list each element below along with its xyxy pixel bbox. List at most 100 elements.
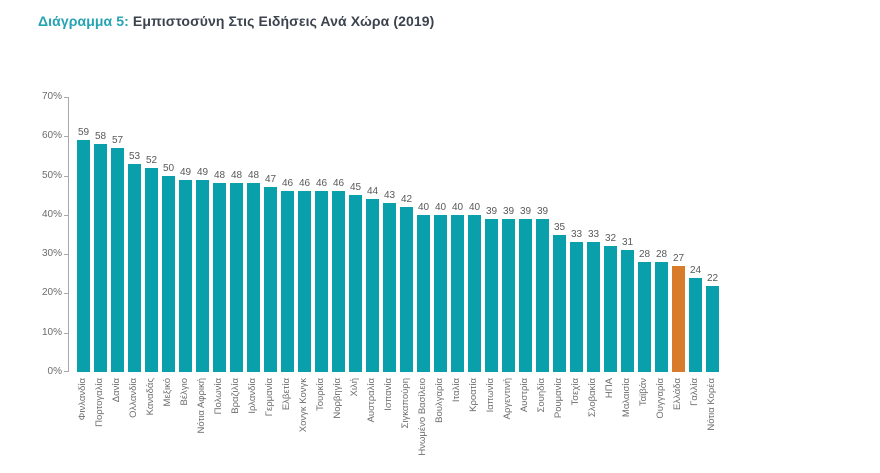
y-axis: 0% 10% 20% 30% 40% 50% 60% 70% — [0, 92, 62, 377]
bar — [213, 183, 226, 372]
x-tick-label: Δανία — [111, 378, 122, 403]
x-tick-label: Ελβετία — [281, 378, 292, 411]
x-label-cell: Νορβηγία — [331, 373, 344, 467]
bar-column: 40 — [434, 202, 447, 372]
x-tick-label: Σιγκαπούρη — [400, 378, 411, 429]
bar-column: 39 — [485, 206, 498, 372]
bar-value-label: 57 — [111, 135, 124, 147]
bar-column: 45 — [349, 182, 362, 372]
bar-value-label: 40 — [417, 201, 430, 213]
bar — [77, 140, 90, 372]
x-label-cell: Φινλανδία — [76, 373, 89, 467]
bar-value-label: 32 — [604, 233, 617, 245]
bar-column: 59 — [77, 127, 90, 372]
bar — [298, 191, 311, 372]
x-label-cell: Τουρκία — [314, 373, 327, 467]
bar — [689, 277, 702, 372]
x-tick-label: Ουγγαρία — [655, 378, 666, 419]
bar — [570, 242, 583, 372]
bar-column: 58 — [94, 131, 107, 372]
x-axis-labels: Φινλανδία Πορτογαλία Δανία Ολλανδία Καναδάς Μ… — [68, 373, 732, 467]
bar-value-label: 39 — [536, 205, 549, 217]
bar-column: 52 — [145, 155, 158, 372]
bar-value-label: 27 — [672, 252, 685, 264]
x-tick-label: Γερμανία — [264, 378, 275, 417]
bar-value-label: 46 — [298, 178, 311, 190]
bar-value-label: 59 — [77, 127, 90, 139]
bar-value-label: 52 — [145, 154, 158, 166]
bar — [247, 183, 260, 372]
y-tick-label: 30% — [41, 248, 62, 260]
x-tick-label: Σουηδία — [536, 378, 547, 413]
bar-value-label: 46 — [332, 178, 345, 190]
y-tick-label: 60% — [41, 130, 62, 142]
x-label-cell: Σιγκαπούρη — [399, 373, 412, 467]
x-label-cell: Πολωνία — [212, 373, 225, 467]
bar-column: 33 — [570, 229, 583, 372]
x-label-cell: Ιαπωνία — [484, 373, 497, 467]
bar-value-label: 48 — [247, 170, 260, 182]
bar-value-label: 28 — [655, 249, 668, 260]
x-label-cell: Σουηδία — [535, 373, 548, 467]
x-label-cell: Ηνωμένο Βασίλειο — [416, 373, 429, 467]
bar-value-label: 44 — [366, 186, 379, 198]
x-tick-label: Ταϊβάν — [638, 378, 649, 407]
bar — [621, 250, 634, 372]
bar — [315, 191, 328, 372]
bar-column: 39 — [519, 206, 532, 372]
x-label-cell: Γαλλία — [688, 373, 701, 467]
bar-value-label: 45 — [349, 182, 362, 194]
bar-column: 46 — [281, 178, 294, 372]
bar-value-label: 33 — [587, 229, 600, 241]
bar-column: 49 — [196, 167, 209, 372]
x-label-cell: Ταϊβάν — [637, 373, 650, 467]
bar-column: 48 — [247, 170, 260, 372]
y-tick-mark — [64, 97, 68, 98]
x-tick-label: Κροατία — [468, 378, 479, 412]
y-tick-label: 0% — [47, 366, 62, 377]
y-tick-mark — [64, 254, 68, 256]
bar-value-label: 31 — [621, 237, 634, 249]
x-label-cell: Γερμανία — [263, 373, 276, 467]
x-tick-label: Τουρκία — [315, 378, 326, 411]
x-tick-label: Μεξικό — [162, 378, 173, 407]
bar — [145, 167, 158, 372]
x-label-cell: Ελλάδα — [671, 373, 684, 467]
bars-container: 59 58 57 53 52 50 49 49 48 48 48 47 46 46 46 46 45 44 43 42… — [69, 97, 732, 372]
bar — [179, 179, 192, 372]
bar-value-label: 40 — [434, 201, 447, 213]
bar-value-label: 40 — [468, 201, 481, 213]
x-label-cell: Ιταλία — [450, 373, 463, 467]
y-tick-label: 10% — [41, 326, 62, 338]
bar-column: 48 — [213, 170, 226, 372]
bar-value-label: 22 — [706, 272, 719, 284]
bar — [94, 144, 107, 372]
x-tick-label: Φινλανδία — [77, 378, 88, 421]
y-tick-mark — [64, 332, 68, 334]
x-label-cell: Ελβετία — [280, 373, 293, 467]
bar — [638, 262, 651, 372]
x-label-cell: Καναδάς — [144, 373, 157, 467]
bar — [706, 285, 719, 372]
bar-value-label: 46 — [281, 178, 294, 190]
x-tick-label: Ιαπωνία — [485, 378, 496, 413]
bar — [485, 218, 498, 372]
bar — [536, 218, 549, 372]
bar — [366, 199, 379, 372]
bar — [281, 191, 294, 372]
y-tick-label: 50% — [41, 169, 62, 181]
x-tick-label: Βέλγιο — [179, 378, 190, 406]
bar-column: 39 — [536, 206, 549, 372]
bar-highlighted — [672, 265, 685, 372]
bar — [604, 246, 617, 372]
x-label-cell: Δανία — [110, 373, 123, 467]
x-tick-label: Ελλάδα — [672, 378, 683, 410]
bar-value-label: 53 — [128, 150, 141, 162]
y-tick-mark — [64, 293, 68, 295]
bar-column: 28 — [655, 249, 668, 372]
x-label-cell: Τσεχία — [569, 373, 582, 467]
x-label-cell: Βουλγαρία — [433, 373, 446, 467]
plot-area: 59 58 57 53 52 50 49 49 48 48 48 47 46 46 46 46 45 44 43 42… — [64, 97, 732, 372]
bar-column: 48 — [230, 170, 243, 372]
bar — [451, 214, 464, 372]
